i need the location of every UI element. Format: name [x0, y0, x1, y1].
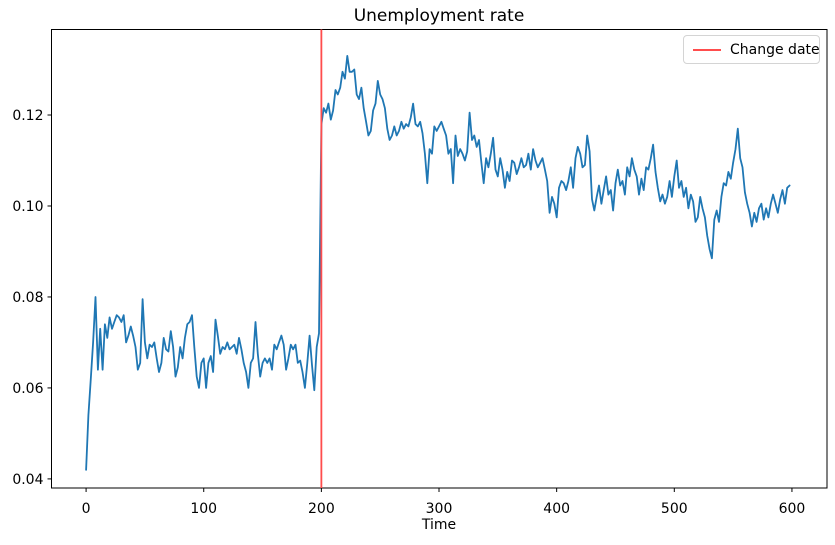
- y-tick-label: 0.08: [12, 290, 43, 306]
- legend: Change date: [683, 35, 820, 64]
- x-tick-label: 400: [543, 501, 570, 517]
- chart-title: Unemployment rate: [353, 6, 525, 26]
- y-tick-label: 0.12: [12, 108, 43, 124]
- y-tick-label: 0.04: [12, 472, 43, 488]
- x-tick-label: 0: [82, 501, 91, 517]
- legend-label: Change date: [730, 41, 820, 58]
- x-axis-label: Time: [421, 517, 457, 533]
- plot-spines: [51, 29, 828, 489]
- series-unemployment_rate: [85, 55, 791, 471]
- x-tick-label: 300: [426, 501, 453, 517]
- x-tick-label: 500: [661, 501, 688, 517]
- legend-line-swatch: [693, 48, 721, 51]
- x-tick-label: 600: [779, 501, 806, 517]
- x-tick-label: 200: [308, 501, 335, 517]
- y-tick-label: 0.06: [12, 381, 43, 397]
- x-tick-label: 100: [190, 501, 217, 517]
- y-tick-label: 0.10: [12, 199, 43, 215]
